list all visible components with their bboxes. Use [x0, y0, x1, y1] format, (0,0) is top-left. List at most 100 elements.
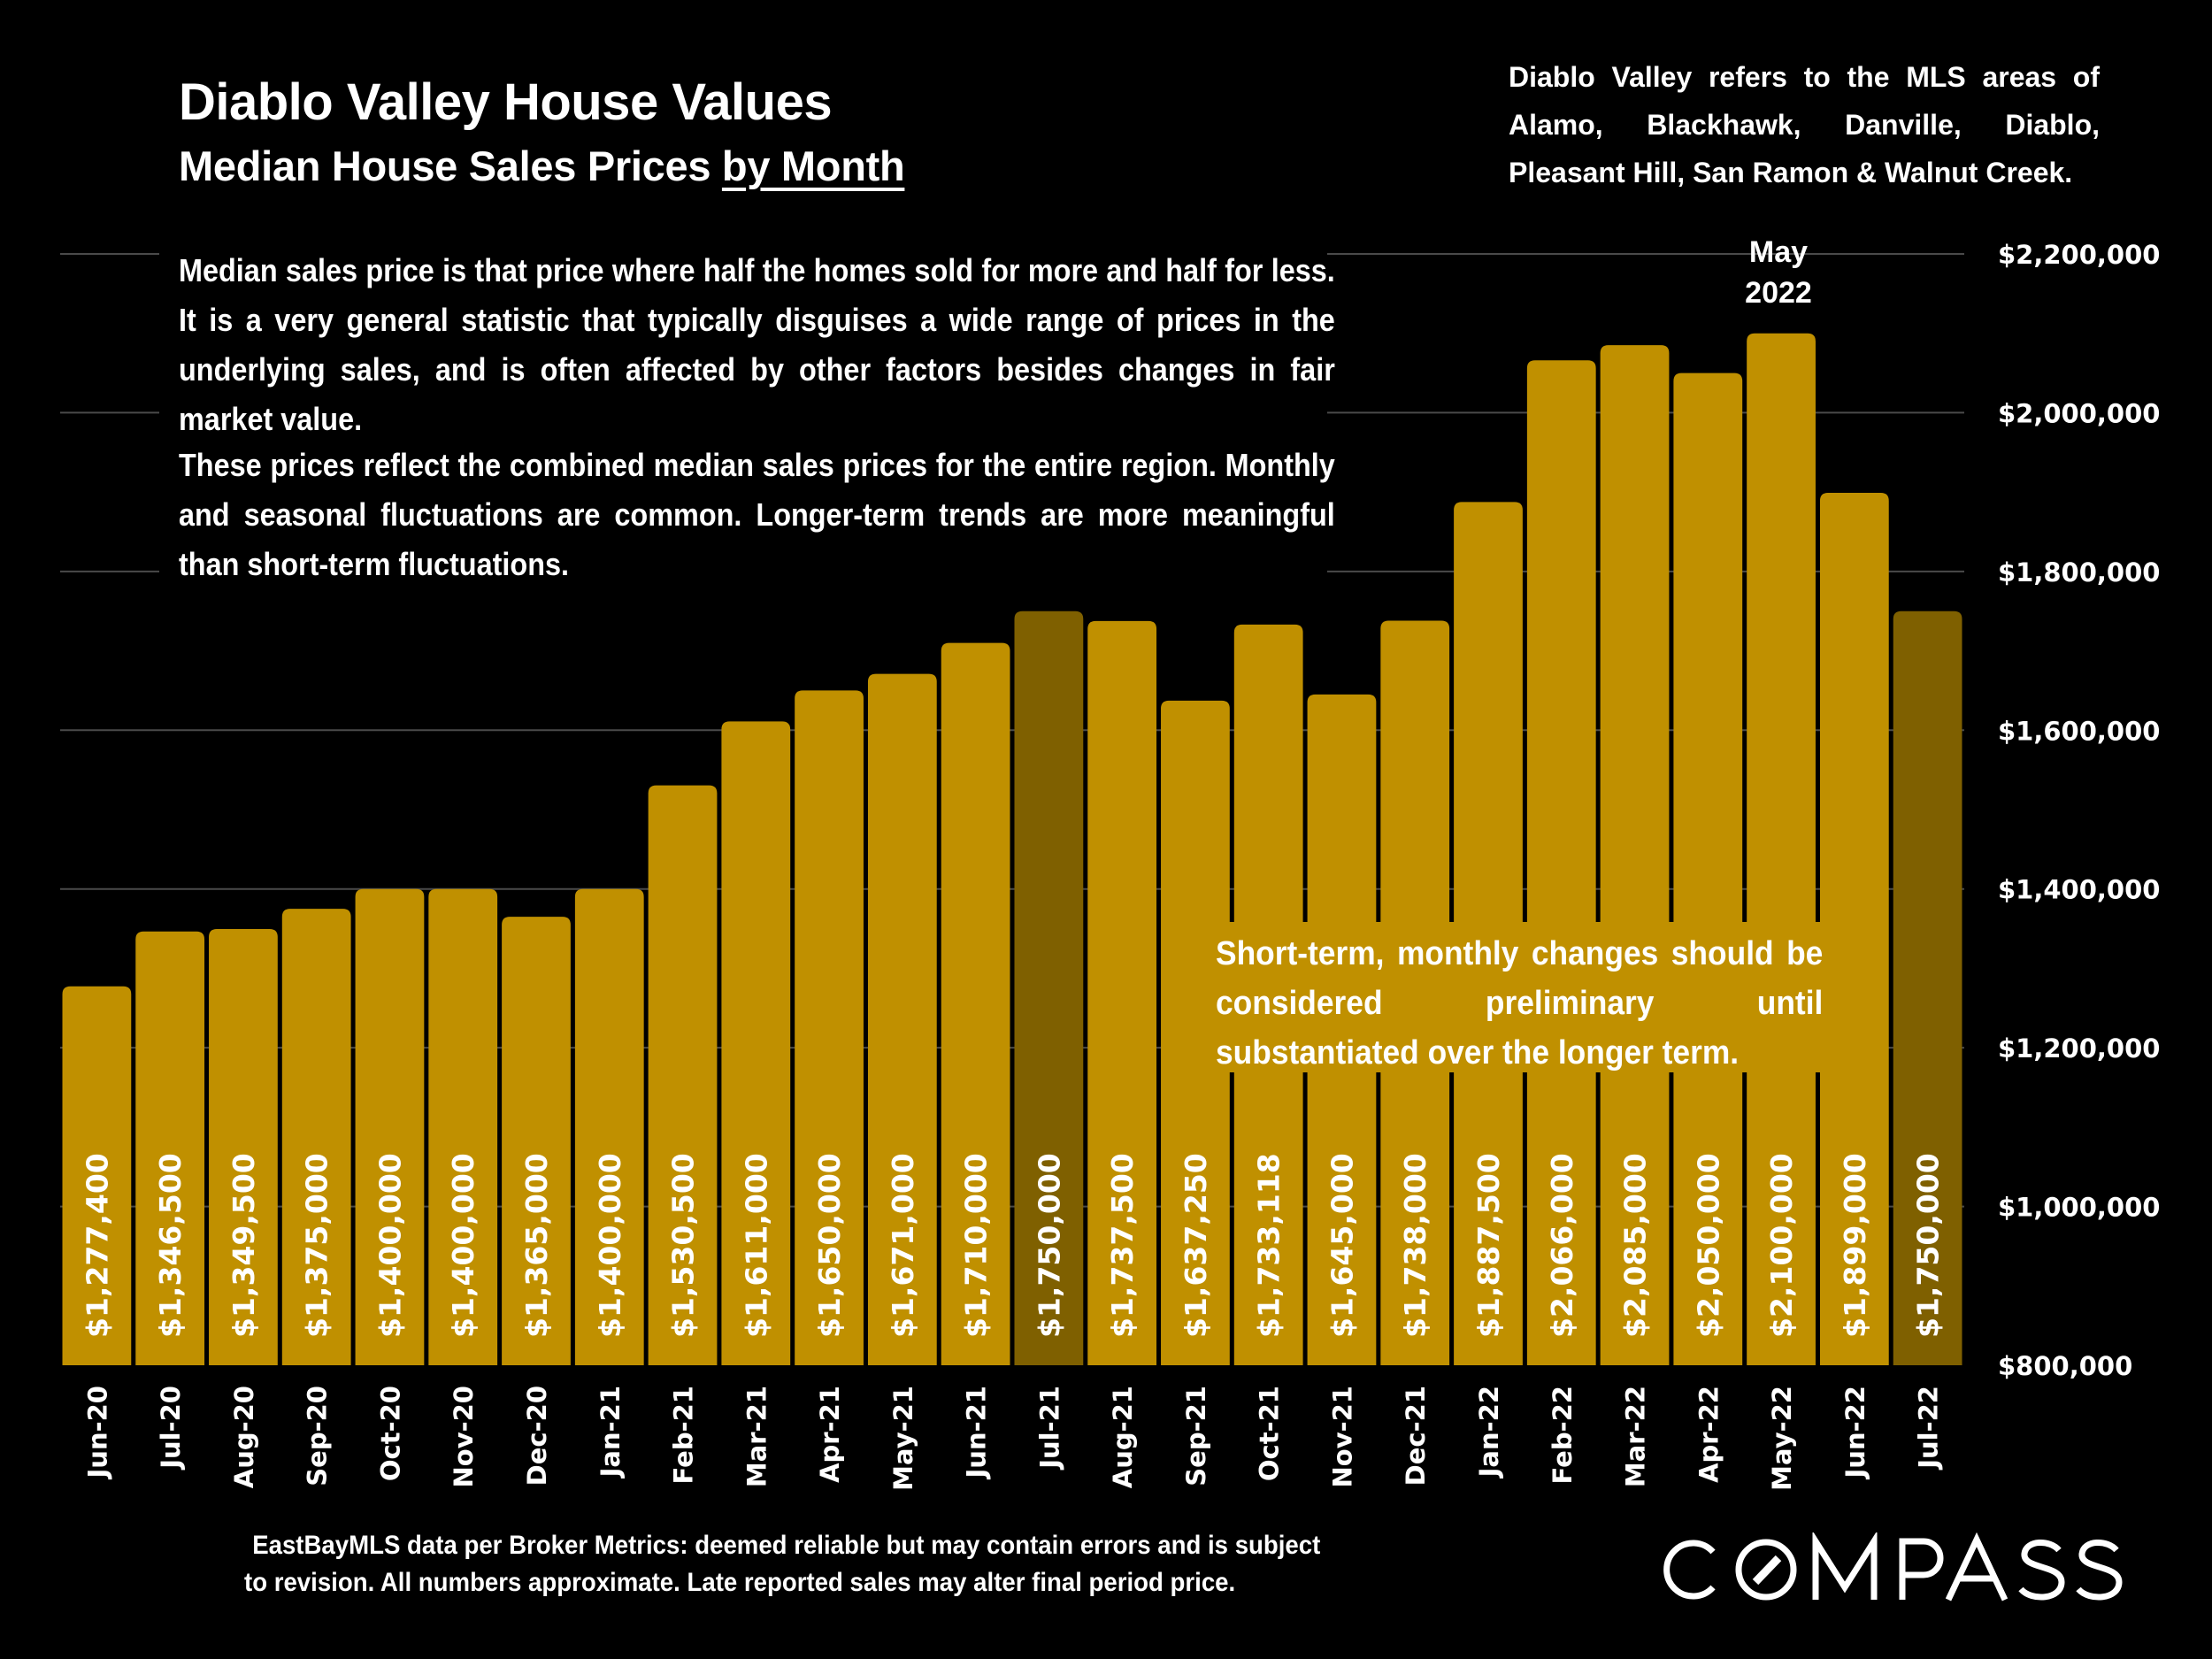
y-axis-labels: $800,000 $1,000,000 $1,200,000 $1,400,000 $1…	[1998, 240, 2160, 1381]
subtitle-main: Median House Sales Prices	[179, 142, 722, 189]
bar-value-label: $1,400,000	[446, 1153, 480, 1338]
page-subtitle: Median House Sales Prices by Month	[179, 142, 905, 190]
y-tick-label: $1,200,000	[1998, 1033, 2160, 1064]
x-tick-label: Nov-21	[1327, 1386, 1357, 1488]
bar-jan-21	[574, 888, 644, 1365]
x-tick-label: May-21	[888, 1386, 918, 1491]
x-tick-label: Aug-20	[229, 1386, 259, 1488]
bar-jun-22	[1819, 493, 1889, 1365]
bar-value-label: $1,887,500	[1471, 1153, 1506, 1338]
x-tick-label: Aug-21	[1108, 1386, 1138, 1488]
compass-logo-icon	[1663, 1532, 2123, 1601]
bar-apr-21	[795, 690, 864, 1365]
bar-dec-20	[502, 917, 571, 1365]
bar-value-label: $1,671,000	[886, 1153, 920, 1338]
x-tick-label: Jul-22	[1914, 1386, 1944, 1471]
bar-value-label: $1,349,500	[227, 1153, 261, 1338]
bar-value-label: $1,611,000	[739, 1153, 773, 1338]
info-paragraph-2: These prices reflect the combined median…	[179, 447, 1335, 582]
bar-value-label: $1,365,000	[519, 1153, 554, 1338]
footer-disclaimer: EastBayMLS data per Broker Metrics: deem…	[244, 1527, 1368, 1601]
x-axis-labels: Jun-20 Jul-20 Aug-20 Sep-20 Oct-20 Nov-20 Dec-…	[82, 1386, 1943, 1491]
y-tick-label: $2,200,000	[1998, 240, 2160, 270]
bar-value-label: $1,710,000	[959, 1153, 994, 1338]
bar-value-label: $1,645,000	[1325, 1153, 1359, 1338]
bar-jun-20	[62, 986, 132, 1365]
bar-value-labels: $1,277,400 $1,346,500 $1,349,500 $1,375,000…	[80, 1153, 1945, 1338]
y-tick-label: $2,000,000	[1998, 398, 2160, 428]
bar-value-label: $1,733,118	[1252, 1153, 1286, 1338]
peak-annotation-month: May	[1748, 235, 1809, 269]
x-tick-label: Oct-21	[1255, 1386, 1285, 1481]
x-tick-label: Apr-21	[815, 1386, 845, 1483]
x-tick-label: Mar-22	[1621, 1386, 1651, 1487]
x-tick-label: Jan-21	[595, 1386, 626, 1479]
bar-feb-22	[1526, 360, 1596, 1365]
x-tick-label: Oct-20	[375, 1386, 405, 1481]
x-tick-label: May-22	[1767, 1386, 1797, 1491]
x-tick-label: Jul-21	[1034, 1386, 1064, 1471]
region-note: Diablo Valley refers to the MLS areas of…	[1509, 61, 2100, 188]
x-tick-label: Jun-22	[1840, 1386, 1870, 1479]
x-tick-label: Jun-20	[82, 1386, 112, 1479]
page-title: Diablo Valley House Values	[179, 73, 833, 131]
x-tick-label: Jun-21	[962, 1386, 992, 1479]
bar-jul-20	[135, 931, 205, 1365]
bar-sep-20	[281, 909, 351, 1365]
subtitle-underlined: by Month	[721, 142, 905, 189]
bar-value-label: $1,277,400	[80, 1153, 114, 1338]
bar-aug-21	[1087, 620, 1157, 1365]
info-paragraph-1: Median sales price is that price where h…	[179, 252, 1335, 437]
bar-jun-21	[941, 642, 1010, 1365]
x-tick-label: Apr-22	[1694, 1386, 1724, 1483]
x-tick-label: Jul-20	[156, 1386, 186, 1471]
bar-value-label: $1,400,000	[373, 1153, 407, 1338]
bar-value-label: $1,737,500	[1105, 1153, 1140, 1338]
bar-aug-20	[209, 929, 278, 1365]
bar-may-22	[1747, 333, 1816, 1365]
bar-mar-22	[1600, 345, 1670, 1366]
x-tick-label: Mar-21	[741, 1386, 772, 1487]
footer-line-2: to revision. All numbers approximate. La…	[244, 1568, 1236, 1597]
y-tick-label: $1,600,000	[1998, 716, 2160, 746]
bar-sep-21	[1161, 700, 1230, 1365]
compass-logo	[1663, 1532, 2123, 1601]
bar-value-label: $2,050,000	[1691, 1153, 1725, 1338]
bar-nov-20	[428, 888, 498, 1365]
bar-value-label: $1,650,000	[812, 1153, 847, 1338]
bar-value-label: $1,750,000	[1032, 1153, 1066, 1338]
bar-value-label: $2,100,000	[1764, 1153, 1799, 1338]
bar-oct-20	[355, 888, 425, 1365]
bar-value-label: $1,738,000	[1398, 1153, 1432, 1338]
bar-value-label: $1,375,000	[300, 1153, 334, 1338]
footer-line-1: EastBayMLS data per Broker Metrics: deem…	[252, 1531, 1321, 1560]
bar-value-label: $1,750,000	[1911, 1153, 1946, 1338]
bar-apr-22	[1673, 373, 1743, 1366]
x-tick-label: Sep-21	[1181, 1386, 1211, 1486]
preliminary-note: Short-term, monthly changes should be co…	[1216, 935, 1824, 1071]
peak-annotation: May 2022	[1699, 232, 1858, 313]
peak-annotation-year: 2022	[1745, 276, 1812, 310]
y-tick-label: $1,400,000	[1998, 875, 2160, 905]
x-tick-label: Feb-21	[669, 1386, 699, 1484]
preliminary-note-box: Short-term, monthly changes should be co…	[1200, 922, 1840, 1072]
info-text-block: Median sales price is that price where h…	[159, 239, 1335, 584]
bar-value-label: $1,530,500	[666, 1153, 701, 1338]
bar-value-label: $2,066,000	[1545, 1153, 1579, 1338]
bar-jul-22	[1893, 611, 1962, 1365]
x-tick-label: Nov-20	[449, 1386, 479, 1488]
bar-jul-21	[1014, 611, 1084, 1365]
x-tick-label: Sep-20	[303, 1386, 333, 1486]
y-tick-label: $1,000,000	[1998, 1193, 2160, 1223]
bar-value-label: $1,899,000	[1838, 1153, 1872, 1338]
x-tick-label: Jan-22	[1474, 1386, 1504, 1479]
bar-value-label: $1,400,000	[593, 1153, 627, 1338]
bar-value-label: $1,637,250	[1179, 1153, 1213, 1338]
bar-feb-21	[648, 785, 718, 1365]
x-tick-label: Dec-21	[1401, 1386, 1431, 1486]
bar-may-21	[867, 673, 937, 1365]
y-tick-label: $1,800,000	[1998, 557, 2160, 588]
bar-value-label: $1,346,500	[153, 1153, 188, 1338]
bar-value-label: $2,085,000	[1618, 1153, 1653, 1338]
x-tick-label: Feb-22	[1548, 1386, 1578, 1484]
